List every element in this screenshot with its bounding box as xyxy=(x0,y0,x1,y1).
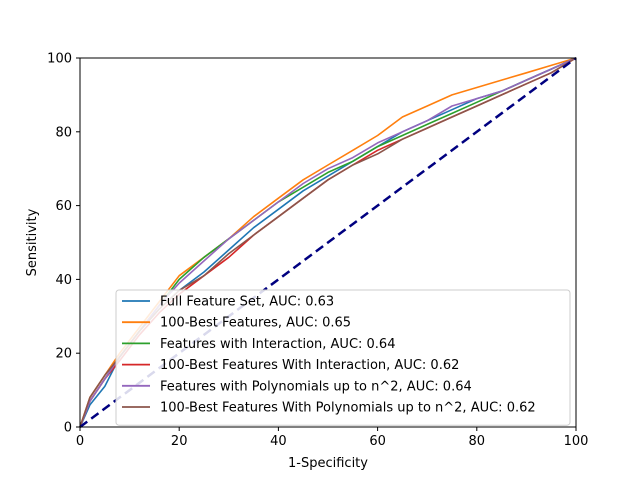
legend-label-4: 100-Best Features With Interaction, AUC:… xyxy=(160,358,459,373)
y-axis: 0 20 40 60 80 100 xyxy=(47,52,80,436)
legend-label-2: 100-Best Features, AUC: 0.65 xyxy=(160,316,351,331)
legend-label-1: Full Feature Set, AUC: 0.63 xyxy=(160,295,334,310)
y-tick-label: 0 xyxy=(64,421,72,436)
y-tick-label: 60 xyxy=(55,199,72,214)
x-tick-label: 20 xyxy=(171,434,188,449)
x-tick-label: 60 xyxy=(369,434,386,449)
x-axis: 0 20 40 60 80 100 xyxy=(76,427,589,449)
legend-label-6: 100-Best Features With Polynomials up to… xyxy=(160,401,536,416)
legend-label-3: Features with Interaction, AUC: 0.64 xyxy=(160,337,395,352)
y-tick-label: 80 xyxy=(55,125,72,140)
x-tick-label: 40 xyxy=(270,434,287,449)
x-tick-label: 0 xyxy=(76,434,84,449)
legend-box xyxy=(115,289,571,426)
y-tick-label: 100 xyxy=(47,52,72,67)
x-tick-label: 100 xyxy=(564,434,589,449)
legend-label-5: Features with Polynomials up to n^2, AUC… xyxy=(160,379,472,394)
y-tick-label: 20 xyxy=(55,347,72,362)
axes-frame xyxy=(79,57,577,428)
legend: Full Feature Set, AUC: 0.63 100-Best Feat… xyxy=(115,289,571,426)
x-axis-title: 1-Specificity xyxy=(288,456,368,471)
x-tick-label: 80 xyxy=(469,434,486,449)
y-tick-label: 40 xyxy=(55,273,72,288)
y-axis-title: Sensitivity xyxy=(25,208,40,276)
